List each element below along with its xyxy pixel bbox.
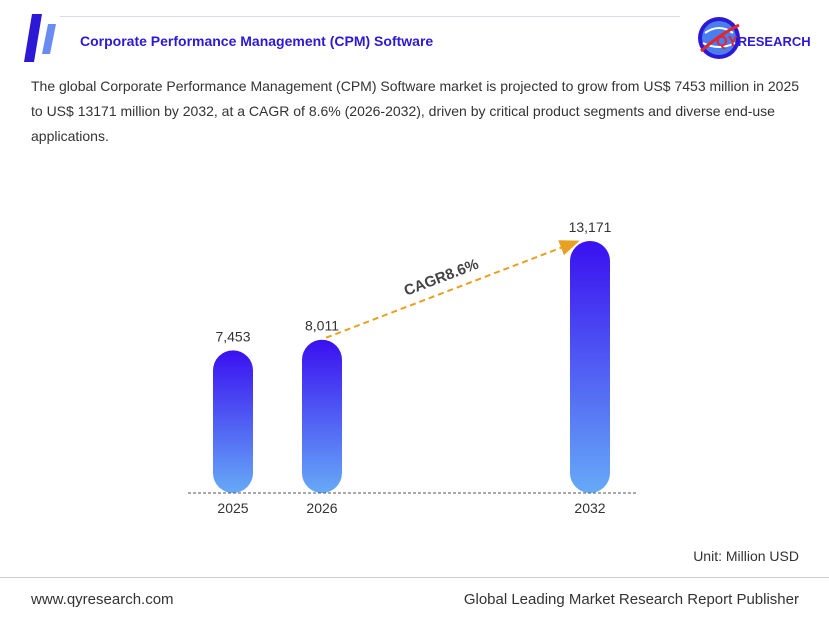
- bar-2025: [213, 350, 253, 493]
- bar-2026: [302, 339, 342, 493]
- cagr-arrow: [325, 240, 580, 339]
- value-label-2026: 8,011: [305, 318, 339, 334]
- footer-website-link[interactable]: www.qyresearch.com: [31, 591, 174, 608]
- value-label-2032: 13,171: [569, 219, 612, 235]
- x-tick-label-2026: 2026: [306, 500, 337, 516]
- header: Corporate Performance Management (CPM) S…: [0, 0, 829, 68]
- logo-research: RESEARCH: [737, 34, 811, 49]
- bar-2032: [570, 241, 610, 493]
- footer-tagline: Global Leading Market Research Report Pu…: [463, 591, 799, 608]
- x-tick-label-2025: 2025: [217, 500, 248, 516]
- header-divider: [60, 16, 680, 17]
- unit-label: Unit: Million USD: [693, 548, 799, 564]
- x-tick-label-2032: 2032: [574, 500, 605, 516]
- page-title: Corporate Performance Management (CPM) S…: [80, 33, 434, 49]
- logo-wordmark: QYRESEARCH: [716, 33, 811, 50]
- brand-stripes-icon: [24, 14, 56, 62]
- qyresearch-logo: [698, 17, 740, 59]
- footer-divider: [0, 577, 829, 578]
- bars-group: 7,453 2025 8,011 2026 13,171 2032: [213, 219, 612, 516]
- market-description: The global Corporate Performance Managem…: [31, 78, 800, 144]
- logo-qy: QY: [716, 33, 738, 50]
- value-label-2025: 7,453: [215, 328, 250, 344]
